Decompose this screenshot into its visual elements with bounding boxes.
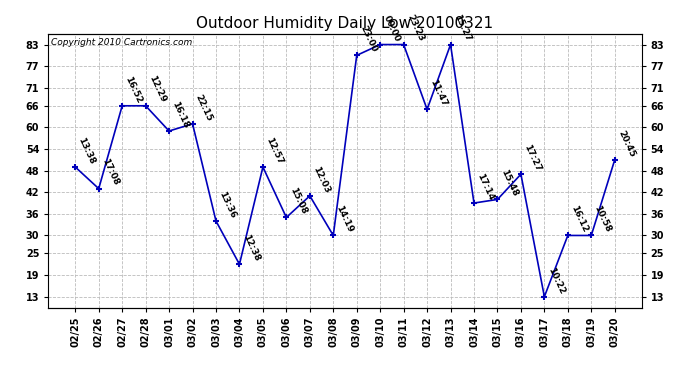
Text: 15:48: 15:48 <box>499 168 519 198</box>
Text: 12:29: 12:29 <box>147 75 168 104</box>
Text: 12:38: 12:38 <box>241 233 261 263</box>
Text: 16:52: 16:52 <box>124 75 144 104</box>
Text: 10:58: 10:58 <box>593 204 613 234</box>
Text: Copyright 2010 Cartronics.com: Copyright 2010 Cartronics.com <box>51 38 193 47</box>
Text: 22:15: 22:15 <box>194 93 214 122</box>
Text: 23:00: 23:00 <box>358 24 378 54</box>
Text: 15:27: 15:27 <box>452 13 472 43</box>
Text: 13:36: 13:36 <box>217 190 237 220</box>
Text: 00:00: 00:00 <box>382 14 402 43</box>
Title: Outdoor Humidity Daily Low 20100321: Outdoor Humidity Daily Low 20100321 <box>197 16 493 31</box>
Text: 16:12: 16:12 <box>569 204 589 234</box>
Text: 17:27: 17:27 <box>522 143 542 173</box>
Text: 11:47: 11:47 <box>428 78 448 108</box>
Text: 13:38: 13:38 <box>77 136 97 166</box>
Text: 17:14: 17:14 <box>475 172 495 202</box>
Text: 16:18: 16:18 <box>170 100 190 130</box>
Text: 17:08: 17:08 <box>100 158 120 187</box>
Text: 14:19: 14:19 <box>335 204 355 234</box>
Text: 15:08: 15:08 <box>288 186 308 216</box>
Text: 10:22: 10:22 <box>546 266 566 295</box>
Text: 12:03: 12:03 <box>311 165 331 195</box>
Text: 23:23: 23:23 <box>405 13 425 43</box>
Text: 20:45: 20:45 <box>616 129 636 158</box>
Text: 12:57: 12:57 <box>264 136 284 166</box>
